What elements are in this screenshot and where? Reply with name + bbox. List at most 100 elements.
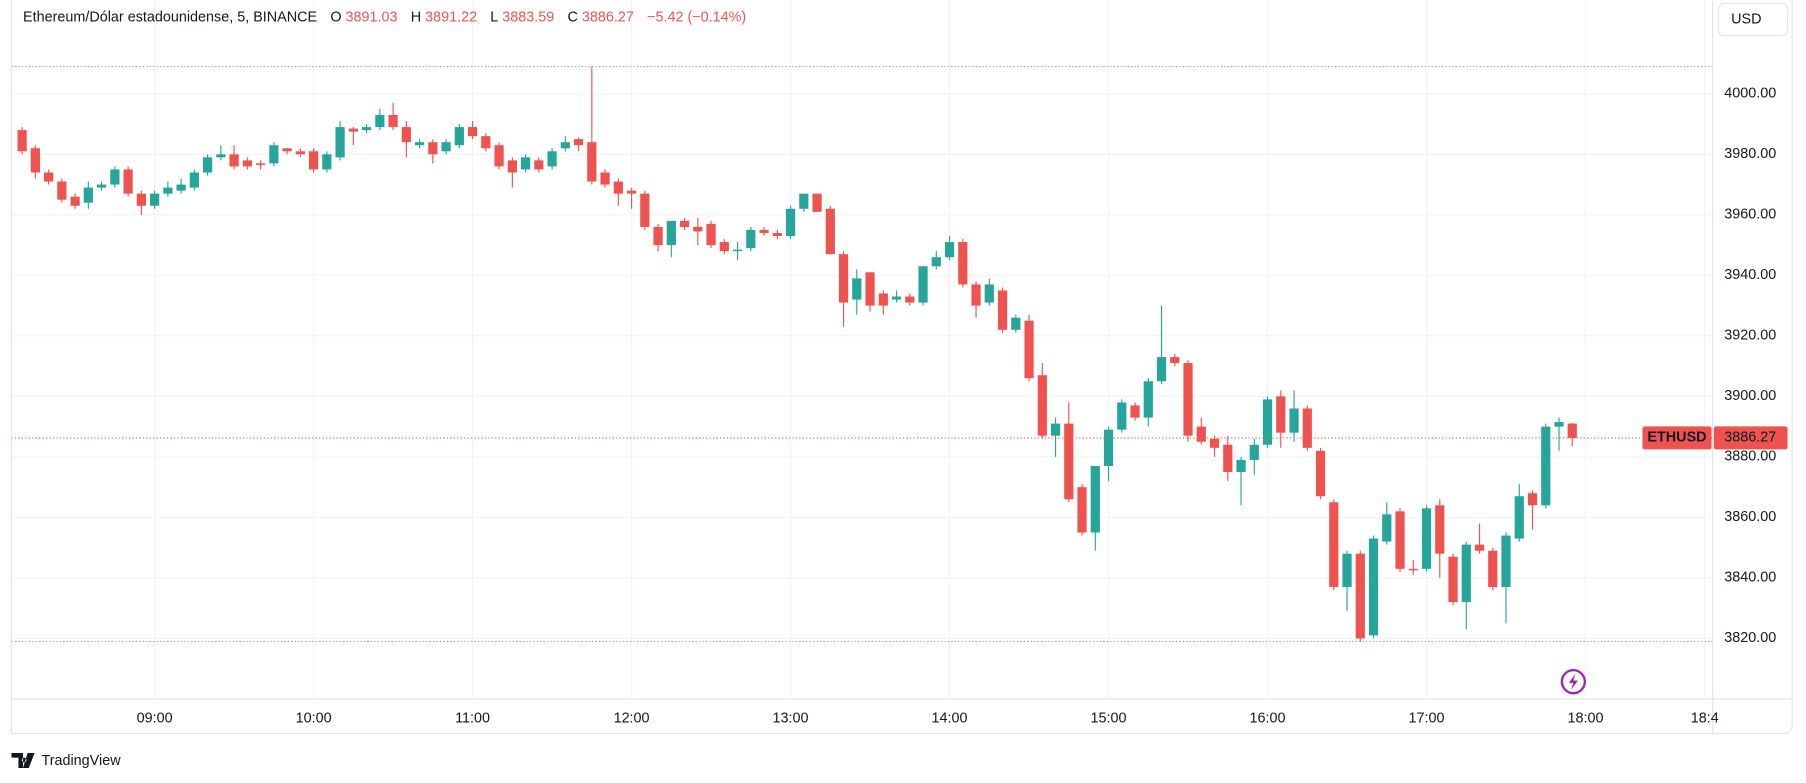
candle-body [1130,405,1140,418]
candle-body [825,208,835,255]
low-label: L [490,9,498,25]
candle-body [746,229,756,249]
candle-body [626,190,637,194]
candle-body [202,157,213,173]
lightning-icon[interactable] [1560,669,1587,695]
close-value: 3886.27 [582,9,634,25]
candle-body [1527,493,1538,506]
candle-body [1050,423,1061,436]
candle-body [401,127,411,143]
high-label: H [411,9,421,25]
y-tick-label: 3840.00 [1724,570,1776,586]
y-tick-label: 3880.00 [1724,449,1776,465]
last-price-tag [1713,426,1788,450]
candle-body [1103,429,1114,466]
candle-body [17,130,27,152]
candle-body [1117,402,1127,430]
candle-body [918,266,928,303]
candle-body [1408,568,1418,571]
brand-name[interactable]: TradingView [41,753,121,769]
candle-body [163,187,173,194]
y-tick-label: 3980.00 [1724,146,1776,162]
candle-body [361,127,372,131]
brand-logo[interactable] [11,753,35,769]
candle-body [719,242,729,252]
y-tick-label: 3900.00 [1724,388,1776,404]
candle-body [388,114,398,128]
x-tick-label: 18:00 [1568,710,1604,726]
candle-body [587,142,597,182]
candle-body [547,151,557,167]
candle-body [732,249,743,252]
candle-body [1435,505,1445,554]
currency-button[interactable] [1717,2,1789,37]
candle-body [136,193,146,206]
candle-body [1514,496,1524,539]
candle-body [57,181,67,200]
y-tick-label: 3860.00 [1724,509,1776,525]
candle-body [467,127,478,137]
candles [11,66,1713,642]
brand[interactable]: TradingView [11,753,122,769]
candle-body [640,193,650,227]
candle-body [984,284,994,303]
candle-body [1037,375,1047,436]
icon-bolt[interactable] [1568,673,1578,690]
currency-label[interactable]: USD [1731,11,1761,27]
candle-body [70,196,80,206]
candle-body [282,148,292,152]
candle-body [1501,535,1511,587]
y-tick-label: 3820.00 [1724,630,1776,646]
close-label: C [567,9,577,25]
open-label: O [330,9,341,25]
candle-body [1329,502,1339,587]
candle-body [573,139,584,146]
candle-body [653,226,663,246]
x-tick-label: 17:00 [1409,710,1445,726]
candle-body [1262,399,1273,445]
x-tick-label: 09:00 [137,710,173,726]
candle-body [150,193,160,206]
candle-body [1382,514,1392,542]
candle-body [865,272,875,306]
y-tick-label: 3940.00 [1724,267,1776,283]
candle-body [799,193,809,209]
candle-body [852,278,862,300]
x-tick-label: 13:00 [773,710,809,726]
x-tick-label: 16:00 [1250,710,1286,726]
candle-body [812,193,822,212]
candle-body [494,145,504,167]
candle-body [255,163,266,165]
candle-body [229,154,239,167]
candle-body [1170,357,1180,364]
candle-body [348,128,358,132]
symbol-title: Ethereum/Dólar estadounidense, 5, BINANC… [23,9,317,25]
candle-body [97,184,107,188]
candle-body [613,181,623,194]
x-tick-label: 14:00 [932,710,968,726]
candle-body [706,223,716,246]
candle-body [1024,320,1034,379]
candle-body [1143,381,1153,418]
grid [11,0,1713,699]
candle-body [1474,544,1485,551]
candle-body [322,154,332,170]
candle-body [931,257,941,267]
x-tick-label: 18:4 [1691,710,1719,726]
candle-body [30,148,40,173]
x-tick-label: 15:00 [1091,710,1127,726]
candle-body [1448,556,1458,603]
symbol-tag [1642,426,1712,450]
candle-body [123,169,133,194]
candle-body [1421,508,1432,569]
candle-body [44,172,54,182]
candle-body [759,229,769,233]
candle-body [1276,396,1286,433]
candle-body [1236,459,1246,473]
candle-body [216,154,226,158]
candle-body [1156,357,1167,382]
candle-body [295,151,305,155]
candle-body [905,296,915,303]
y-tick-label: 4000.00 [1724,86,1776,102]
candle-body [1315,450,1326,497]
